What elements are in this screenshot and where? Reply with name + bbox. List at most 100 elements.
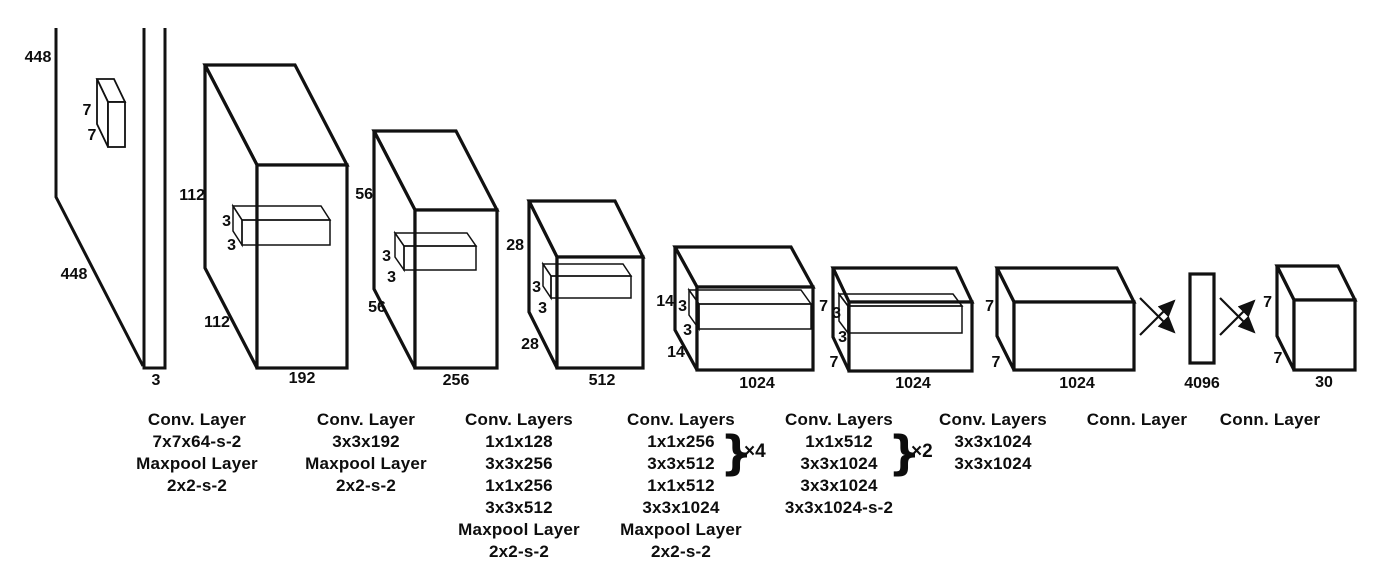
kernel-front-face bbox=[403, 245, 477, 271]
block6-width-label: 7 bbox=[992, 354, 1001, 371]
kernel5-h-label: 3 bbox=[832, 305, 841, 322]
block2-height-label: 56 bbox=[355, 186, 373, 203]
block3-width-label: 28 bbox=[521, 336, 539, 353]
block-top-face bbox=[994, 266, 1137, 304]
conv-block-4 bbox=[672, 245, 816, 372]
layer-spec-line: Conv. Layers bbox=[627, 410, 735, 429]
kernel-front-face bbox=[550, 275, 632, 299]
input-height-label: 448 bbox=[25, 49, 52, 66]
layer-spec-line: 1x1x512 bbox=[647, 476, 715, 495]
layer-spec-line: 1x1x256 bbox=[485, 476, 553, 495]
kernel-box-2 bbox=[393, 230, 478, 273]
cross-arrow-up bbox=[1219, 299, 1256, 336]
layer-spec-line: 3x3x1024 bbox=[954, 432, 1032, 451]
block1-width-label: 112 bbox=[204, 314, 230, 331]
fc-cross-arrows-1 bbox=[1139, 297, 1176, 336]
fc-layer-bar bbox=[1188, 272, 1216, 365]
input-image-plane bbox=[54, 28, 167, 370]
block2-depth-label: 256 bbox=[443, 372, 470, 389]
layer-spec-conv2: Conv. Layer 3x3x192 Maxpool Layer 2x2-s-… bbox=[305, 409, 427, 497]
block-front-face bbox=[847, 300, 974, 373]
layer-spec-conv1: Conv. Layer 7x7x64-s-2 Maxpool Layer 2x2… bbox=[136, 409, 258, 497]
block6-depth-label: 1024 bbox=[1059, 375, 1095, 392]
layer-spec-line: 3x3x1024 bbox=[642, 498, 720, 517]
kernel3-h-label: 3 bbox=[532, 279, 541, 296]
block-top-face bbox=[672, 245, 816, 289]
layer-spec-line: 3x3x1024 bbox=[954, 454, 1032, 473]
input-patch-box bbox=[95, 78, 127, 148]
patch-height-label: 7 bbox=[83, 102, 92, 119]
conv-block-6 bbox=[994, 266, 1137, 372]
block-front-face bbox=[255, 163, 349, 370]
layer-spec-line: 2x2-s-2 bbox=[166, 476, 227, 495]
layer-spec-conv3: Conv. Layers 1x1x128 3x3x256 1x1x256 3x3… bbox=[458, 409, 580, 563]
kernel-box-4 bbox=[687, 287, 813, 332]
kernel1-w-label: 3 bbox=[227, 237, 236, 254]
layer-spec-line: 3x3x1024 bbox=[800, 454, 878, 473]
input-depth-label: 3 bbox=[152, 372, 161, 389]
layer-spec-line: Maxpool Layer bbox=[458, 520, 580, 539]
layer-spec-conn1: Conn. Layer bbox=[1087, 409, 1187, 431]
block6-height-label: 7 bbox=[985, 298, 994, 315]
layer-spec-line: 2x2-s-2 bbox=[650, 542, 711, 561]
repeat-brace-conv4: } bbox=[720, 426, 753, 480]
kernel-front-face bbox=[241, 219, 331, 246]
repeat-count-conv4: ×4 bbox=[744, 441, 766, 462]
block4-depth-label: 1024 bbox=[739, 375, 775, 392]
layer-spec-line: Maxpool Layer bbox=[136, 454, 258, 473]
layer-spec-conv6: Conv. Layers 3x3x1024 3x3x1024 bbox=[939, 409, 1047, 475]
block4-height-label: 14 bbox=[656, 293, 674, 310]
input-plane-edge bbox=[54, 28, 145, 367]
kernel2-w-label: 3 bbox=[387, 269, 396, 286]
kernel-box-5 bbox=[837, 291, 964, 336]
layer-spec-line: 1x1x512 bbox=[805, 432, 873, 451]
layer-spec-line: 7x7x64-s-2 bbox=[152, 432, 242, 451]
block1-depth-label: 192 bbox=[289, 370, 316, 387]
layer-spec-line: 1x1x256 bbox=[647, 432, 715, 451]
layer-spec-line: Conv. Layers bbox=[785, 410, 893, 429]
layer-spec-line: Maxpool Layer bbox=[305, 454, 427, 473]
kernel4-w-label: 3 bbox=[683, 322, 692, 339]
layer-spec-line: 3x3x192 bbox=[332, 432, 400, 451]
block-front-face bbox=[1292, 298, 1357, 372]
layer-spec-line: 2x2-s-2 bbox=[488, 542, 549, 561]
layer-spec-line: Conv. Layer bbox=[147, 410, 247, 429]
input-width-label: 448 bbox=[61, 266, 88, 283]
layer-spec-line: 3x3x256 bbox=[485, 454, 553, 473]
conv-block-2 bbox=[371, 129, 500, 370]
patch-front-face bbox=[107, 101, 126, 148]
fc-cross-arrows-2 bbox=[1219, 297, 1256, 336]
block-front-face bbox=[1012, 300, 1136, 372]
layer-spec-conv5: Conv. Layers 1x1x512 3x3x1024 3x3x1024 3… bbox=[785, 409, 893, 519]
block2-width-label: 56 bbox=[368, 299, 386, 316]
output-depth-label: 30 bbox=[1315, 374, 1333, 391]
block5-depth-label: 1024 bbox=[895, 375, 931, 392]
block5-height-label: 7 bbox=[819, 298, 828, 315]
layer-spec-line: Conv. Layers bbox=[465, 410, 573, 429]
layer-spec-line: Conn. Layer bbox=[1086, 410, 1188, 429]
block4-width-label: 14 bbox=[667, 344, 685, 361]
patch-width-label: 7 bbox=[88, 127, 97, 144]
fc-bar bbox=[1188, 272, 1216, 365]
block3-depth-label: 512 bbox=[589, 372, 616, 389]
output-tensor-cube bbox=[1274, 264, 1358, 372]
block1-height-label: 112 bbox=[179, 187, 205, 204]
block5-width-label: 7 bbox=[830, 354, 839, 371]
layer-spec-line: 3x3x1024-s-2 bbox=[784, 498, 894, 517]
layer-spec-line: Conv. Layer bbox=[316, 410, 416, 429]
layer-spec-line: Maxpool Layer bbox=[620, 520, 742, 539]
repeat-brace-conv5: } bbox=[888, 426, 921, 480]
kernel2-h-label: 3 bbox=[382, 248, 391, 265]
layer-spec-line: 3x3x512 bbox=[647, 454, 715, 473]
layer-spec-line: 3x3x512 bbox=[485, 498, 553, 517]
output-width-label: 7 bbox=[1274, 350, 1283, 367]
kernel-box-1 bbox=[231, 203, 332, 248]
conv-block-5 bbox=[830, 266, 975, 373]
conv-block-3 bbox=[526, 199, 646, 370]
layer-spec-line: Conn. Layer bbox=[1219, 410, 1321, 429]
input-depth-slab bbox=[142, 28, 167, 370]
layer-spec-line: 1x1x128 bbox=[485, 432, 553, 451]
layer-spec-conv4: Conv. Layers 1x1x256 3x3x512 1x1x512 3x3… bbox=[620, 409, 742, 563]
